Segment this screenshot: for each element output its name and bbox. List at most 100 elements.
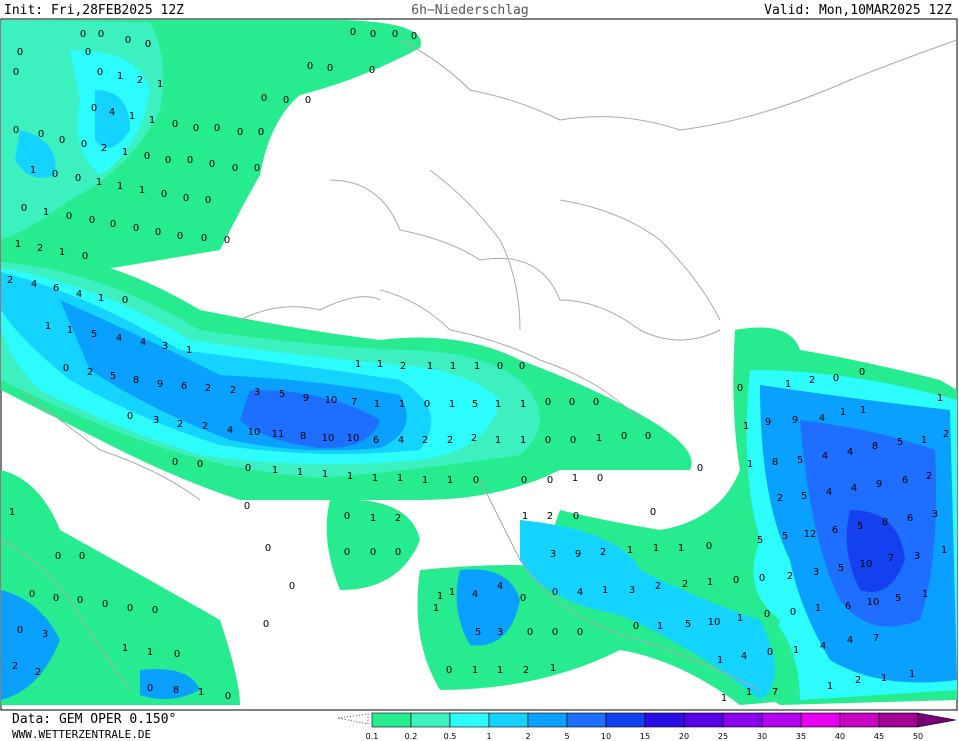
precip-value: 1 xyxy=(117,71,123,82)
precip-value: 3 xyxy=(42,629,48,640)
precip-value: 1 xyxy=(399,399,405,410)
init-time: Init: Fri,28FEB2025 12Z xyxy=(4,3,184,18)
precip-value: 3 xyxy=(254,387,260,398)
precip-value: 1 xyxy=(139,185,145,196)
precip-value: 5 xyxy=(857,521,863,532)
legend: 0.1 0.2 0.5 1 2 5 10 15 20 25 30 35 40 45 50 xyxy=(366,712,957,741)
precip-value: 5 xyxy=(838,563,844,574)
precip-value: 3 xyxy=(813,567,819,578)
precip-value: 1 xyxy=(198,687,204,698)
precip-value: 3 xyxy=(497,627,503,638)
precip-value: 0 xyxy=(392,29,398,40)
precip-value: 4 xyxy=(826,487,832,498)
precip-value: 11 xyxy=(272,429,285,440)
precip-value: 0 xyxy=(245,463,251,474)
precip-value: 0 xyxy=(263,619,269,630)
precip-value: 2 xyxy=(35,667,41,678)
precip-value: 1 xyxy=(827,681,833,692)
precip-value: 2 xyxy=(87,367,93,378)
precip-value: 10 xyxy=(347,433,360,444)
legend-label: 25 xyxy=(718,732,728,741)
precip-value: 0 xyxy=(133,223,139,234)
precip-value: 2 xyxy=(547,511,553,522)
legend-label: 2 xyxy=(525,732,530,741)
precip-value: 1 xyxy=(596,433,602,444)
precip-value: 1 xyxy=(495,399,501,410)
precip-value: 6 xyxy=(373,435,379,446)
precip-value: 2 xyxy=(943,429,949,440)
precip-value: 1 xyxy=(374,399,380,410)
precip-value: 2 xyxy=(400,361,406,372)
precip-value: 1 xyxy=(347,471,353,482)
precip-value: 0 xyxy=(53,593,59,604)
precip-value: 0 xyxy=(545,435,551,446)
precip-value: 2 xyxy=(855,675,861,686)
precip-value: 2 xyxy=(655,581,661,592)
precip-value: 4 xyxy=(741,651,747,662)
precip-value: 0 xyxy=(127,603,133,614)
precip-value: 3 xyxy=(162,341,168,352)
precip-value: 0 xyxy=(145,39,151,50)
precip-value: 0 xyxy=(98,29,104,40)
precip-value: 1 xyxy=(520,399,526,410)
precip-value: 10 xyxy=(325,395,338,406)
precip-value: 2 xyxy=(422,435,428,446)
precip-value: 2 xyxy=(682,579,688,590)
precip-value: 0 xyxy=(573,511,579,522)
precip-value: 5 xyxy=(801,491,807,502)
precip-value: 1 xyxy=(30,165,36,176)
precip-value: 0 xyxy=(764,609,770,620)
legend-swatch xyxy=(878,712,919,728)
legend-label: 0.2 xyxy=(405,732,418,741)
precip-value: 7 xyxy=(351,397,357,408)
precip-value: 0 xyxy=(258,127,264,138)
precip-value: 1 xyxy=(433,603,439,614)
precip-value: 0 xyxy=(152,605,158,616)
legend-swatch xyxy=(527,712,568,728)
precip-value: 6 xyxy=(902,475,908,486)
precip-value: 6 xyxy=(53,283,59,294)
precip-value: 4 xyxy=(116,333,122,344)
precip-value: 1 xyxy=(472,665,478,676)
precip-value: 0 xyxy=(706,541,712,552)
precip-value: 0 xyxy=(395,547,401,558)
precip-value: 0 xyxy=(497,361,503,372)
precip-value: 9 xyxy=(157,379,163,390)
precip-value: 0 xyxy=(144,151,150,162)
precip-value: 1 xyxy=(497,665,503,676)
precip-value: 0 xyxy=(254,163,260,174)
precip-value: 0 xyxy=(232,163,238,174)
precip-value: 4 xyxy=(31,279,37,290)
precip-value: 3 xyxy=(629,585,635,596)
precip-value: 0 xyxy=(17,625,23,636)
precip-value: 1 xyxy=(860,405,866,416)
precip-value: 0 xyxy=(201,233,207,244)
precip-value: 5 xyxy=(782,531,788,542)
precip-value: 0 xyxy=(261,93,267,104)
precip-value: 4 xyxy=(851,483,857,494)
precip-value: 5 xyxy=(797,455,803,466)
precip-value: 8 xyxy=(772,457,778,468)
precip-value: 0 xyxy=(621,431,627,442)
precip-value: 2 xyxy=(37,243,43,254)
precip-value: 0 xyxy=(244,501,250,512)
legend-swatch xyxy=(722,712,763,728)
precip-value: 1 xyxy=(840,407,846,418)
precip-value: 12 xyxy=(804,529,817,540)
precip-value: 8 xyxy=(300,431,306,442)
precip-value: 2 xyxy=(600,547,606,558)
precip-value: 0 xyxy=(327,63,333,74)
precip-value: 1 xyxy=(117,181,123,192)
precip-value: 2 xyxy=(523,665,529,676)
precip-value: 0 xyxy=(633,621,639,632)
precip-value: 2 xyxy=(926,471,932,482)
precip-value: 10 xyxy=(860,559,873,570)
precip-value: 0 xyxy=(305,95,311,106)
legend-label: 0.5 xyxy=(444,732,457,741)
precip-value: 0 xyxy=(597,473,603,484)
precip-value: 1 xyxy=(522,511,528,522)
precip-value: 0 xyxy=(197,459,203,470)
website: WWW.WETTERZENTRALE.DE xyxy=(12,728,151,741)
valid-time: Valid: Mon,10MAR2025 12Z xyxy=(764,3,952,18)
precip-value: 2 xyxy=(101,143,107,154)
